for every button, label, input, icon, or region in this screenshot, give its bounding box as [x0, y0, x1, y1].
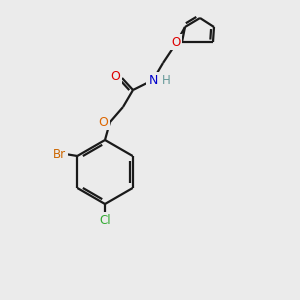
Text: O: O [110, 70, 120, 83]
Text: O: O [171, 35, 181, 49]
Text: Br: Br [53, 148, 66, 160]
Text: O: O [98, 116, 108, 128]
Text: N: N [148, 74, 158, 86]
Text: H: H [162, 74, 170, 88]
Text: Cl: Cl [99, 214, 111, 226]
